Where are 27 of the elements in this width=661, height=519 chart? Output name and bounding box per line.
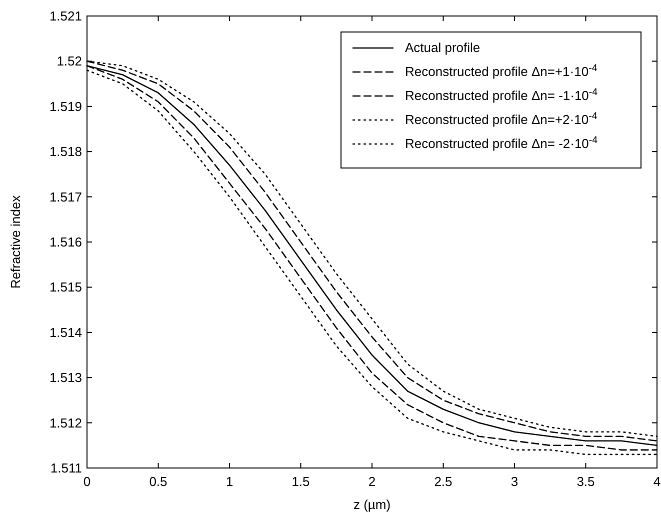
- y-tick-label: 1.513: [49, 370, 82, 386]
- y-tick-label: 1.515: [49, 280, 82, 295]
- x-tick-label: 2: [368, 474, 376, 489]
- x-tick-label: 0: [83, 474, 91, 489]
- x-tick-label: 4: [653, 474, 661, 489]
- y-tick-label: 1.52: [56, 54, 82, 69]
- x-axis-title: z (µm): [353, 497, 391, 512]
- x-tick-label: 3.5: [576, 474, 595, 489]
- legend-label: Actual profile: [405, 40, 480, 55]
- y-tick-label: 1.516: [49, 234, 82, 250]
- x-tick-label: 2.5: [434, 474, 452, 489]
- y-tick-label: 1.518: [49, 144, 82, 160]
- y-tick-label: 1.517: [49, 189, 82, 204]
- legend-label: Reconstructed profile Δn=+2·10$^{-4}$: [405, 110, 598, 127]
- legend-label: Reconstructed profile Δn=+1·10$^{-4}$: [405, 62, 598, 79]
- x-tick-label: 0.5: [149, 474, 168, 489]
- x-tick-label: 1: [226, 474, 234, 489]
- y-tick-label: 1.511: [50, 460, 82, 476]
- legend-label: Reconstructed profile Δn= -1·10$^{-4}$: [405, 86, 598, 103]
- y-tick-label: 1.512: [49, 415, 82, 430]
- x-tick-label: 3: [510, 474, 518, 489]
- y-tick-label: 1.519: [49, 98, 82, 114]
- y-axis-title: Refractive index: [8, 194, 23, 289]
- y-tick-label: 1.514: [49, 324, 82, 340]
- legend-label: Reconstructed profile Δn= -2·10$^{-4}$: [405, 134, 598, 151]
- y-tick-label: 1.521: [49, 8, 82, 24]
- x-tick-label: 1.5: [292, 474, 310, 489]
